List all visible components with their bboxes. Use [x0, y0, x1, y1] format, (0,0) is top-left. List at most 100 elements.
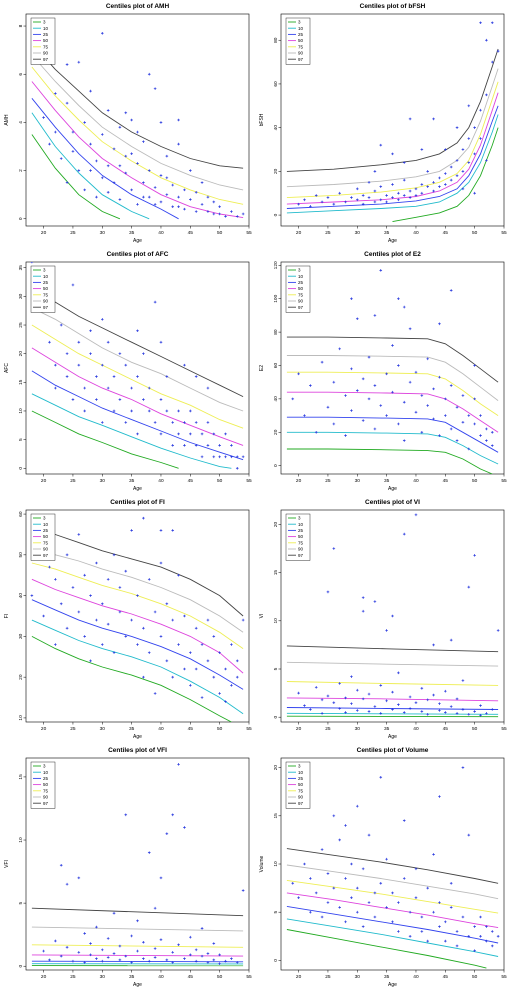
data-point	[183, 188, 186, 192]
x-tick-label: 20	[296, 974, 302, 980]
data-point	[77, 951, 81, 954]
data-point	[408, 695, 412, 699]
data-point	[414, 701, 418, 705]
data-point	[200, 203, 204, 206]
y-tick-label: 20	[18, 674, 24, 680]
data-point	[130, 961, 133, 964]
legend-box	[285, 17, 311, 65]
data-point	[402, 877, 406, 880]
data-point	[124, 111, 128, 115]
data-point	[142, 195, 145, 199]
data-point	[130, 188, 133, 192]
data-point	[183, 207, 186, 211]
plot-area	[31, 763, 245, 967]
x-tick-label: 55	[246, 726, 252, 732]
x-axis-label: Age	[133, 238, 142, 244]
data-point	[373, 200, 377, 204]
centile-line-50	[31, 578, 244, 674]
data-point	[159, 876, 163, 880]
data-point	[449, 289, 453, 292]
data-point	[147, 195, 151, 199]
data-point	[391, 614, 394, 618]
data-point	[59, 602, 63, 606]
data-point	[77, 363, 81, 367]
x-tick-label: 45	[188, 974, 194, 980]
data-point	[171, 183, 175, 187]
y-tick-label: 60	[273, 363, 279, 369]
data-point	[490, 444, 494, 447]
data-point	[130, 529, 133, 532]
data-point	[171, 951, 175, 954]
data-point	[124, 635, 128, 638]
data-point	[391, 152, 394, 156]
data-point	[385, 372, 388, 376]
data-point	[65, 63, 69, 66]
legend-label: 75	[298, 788, 304, 793]
data-point	[444, 172, 447, 175]
data-point	[212, 212, 216, 216]
data-point	[397, 703, 400, 706]
x-tick-label: 55	[501, 974, 507, 980]
legend-label: 50	[298, 534, 304, 539]
centile-line-90	[286, 68, 499, 188]
data-point	[89, 142, 92, 146]
data-point	[350, 896, 353, 900]
data-point	[71, 959, 75, 963]
data-point	[189, 651, 192, 654]
y-axis-label: FI	[4, 614, 10, 618]
x-tick-label: 35	[384, 230, 390, 236]
data-point	[83, 121, 86, 124]
data-point	[100, 317, 104, 321]
data-point	[147, 409, 151, 413]
data-point	[332, 380, 336, 384]
centile-line-75	[31, 324, 244, 429]
y-tick-label: 60	[273, 81, 279, 87]
data-point	[218, 455, 221, 459]
data-point	[212, 942, 216, 945]
y-tick-label: 0	[18, 965, 24, 968]
y-axis-label: VFI	[4, 860, 10, 868]
x-axis-label: Age	[133, 734, 142, 740]
y-tick-label: 10	[273, 861, 279, 867]
data-point	[320, 712, 324, 715]
x-axis-label: Age	[388, 734, 397, 740]
plot-frame	[280, 509, 505, 723]
data-point	[338, 682, 341, 685]
data-point	[200, 954, 204, 958]
data-point	[326, 872, 330, 875]
centile-line-25	[31, 98, 179, 220]
x-tick-label: 25	[70, 974, 76, 980]
data-point	[391, 390, 394, 394]
data-point	[212, 675, 216, 679]
data-point	[408, 196, 412, 199]
x-tick-label: 40	[158, 478, 164, 484]
data-point	[177, 573, 180, 577]
data-point	[297, 372, 300, 376]
data-point	[142, 626, 145, 630]
data-point	[189, 169, 192, 172]
data-point	[496, 49, 500, 53]
legend-label: 75	[43, 292, 49, 297]
x-tick-label: 40	[158, 230, 164, 236]
data-point	[206, 210, 210, 213]
x-tick-label: 30	[355, 230, 361, 236]
legend-label: 97	[43, 801, 49, 806]
data-point	[224, 667, 227, 671]
centile-line-10	[286, 431, 499, 465]
centile-line-90	[286, 355, 499, 401]
y-tick-label: 80	[273, 37, 279, 43]
centile-line-90	[31, 54, 244, 191]
data-point	[42, 949, 45, 953]
data-point	[235, 455, 239, 459]
legend-label: 25	[298, 776, 304, 781]
data-point	[344, 920, 347, 924]
data-point	[83, 961, 86, 964]
x-tick-label: 40	[413, 230, 419, 236]
data-point	[373, 189, 377, 193]
centile-line-75	[31, 562, 244, 649]
legend-label: 25	[43, 528, 49, 533]
data-point	[402, 439, 406, 442]
x-tick-label: 45	[188, 726, 194, 732]
centile-line-3	[286, 929, 487, 969]
